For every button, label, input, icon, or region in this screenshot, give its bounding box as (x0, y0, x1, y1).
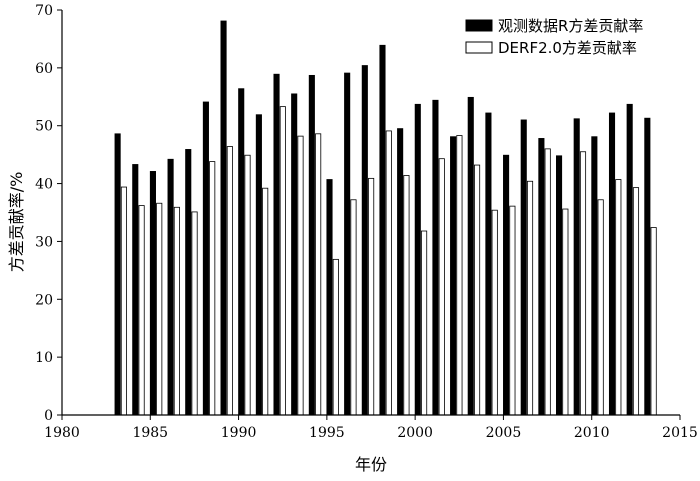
y-ticks: 0 10 20 30 40 50 60 70 (35, 3, 62, 424)
bar-observed-1993 (291, 93, 298, 416)
bar-derf-2008 (562, 208, 569, 416)
bar-observed-1994 (308, 74, 315, 416)
bar-observed-2010 (591, 136, 598, 416)
y-axis-label: 方差贡献率/% (7, 172, 26, 273)
y-tick-label-20: 20 (35, 292, 53, 308)
bar-observed-2000 (414, 103, 421, 416)
bar-observed-1996 (344, 72, 351, 416)
bar-observed-2005 (503, 154, 510, 416)
bar-derf-1989 (226, 146, 233, 416)
bar-derf-1987 (191, 211, 198, 416)
bar-observed-1987 (185, 149, 192, 416)
bar-observed-2013 (644, 117, 651, 416)
bar-observed-2003 (467, 96, 474, 416)
bar-observed-2012 (626, 103, 633, 416)
y-tick-label-70: 70 (35, 3, 53, 19)
bar-derf-2003 (474, 164, 481, 416)
bar-observed-1985 (149, 171, 156, 416)
bar-derf-2002 (456, 135, 463, 416)
bar-derf-2001 (438, 158, 445, 416)
bar-observed-1995 (326, 179, 333, 416)
bar-observed-1989 (220, 20, 227, 416)
bars (114, 20, 657, 416)
y-tick-label-60: 60 (35, 61, 53, 77)
bar-observed-1992 (273, 73, 280, 416)
bar-observed-1986 (167, 158, 174, 416)
bar-derf-2013 (650, 227, 657, 416)
y-tick-label-0: 0 (44, 408, 53, 424)
y-tick-label-30: 30 (35, 234, 53, 250)
x-tick-label-1985: 1985 (132, 425, 168, 441)
bar-derf-1990 (244, 154, 251, 416)
bar-derf-2004 (491, 209, 498, 416)
bar-observed-2011 (608, 112, 616, 416)
x-tick-label-1990: 1990 (221, 425, 257, 441)
legend-label-observed: 观测数据R方差贡献率 (498, 17, 643, 35)
bar-observed-2008 (556, 155, 563, 416)
bar-derf-2005 (509, 205, 516, 416)
legend: 观测数据R方差贡献率 DERF2.0方差贡献率 (465, 17, 643, 57)
bar-derf-1997 (368, 177, 375, 416)
bar-observed-1998 (379, 44, 386, 416)
bar-derf-2009 (579, 151, 587, 416)
x-axis-label: 年份 (355, 455, 387, 474)
bar-observed-2007 (538, 138, 545, 416)
bar-observed-1990 (238, 88, 245, 416)
bar-derf-2000 (421, 230, 428, 416)
bar-derf-2006 (526, 180, 534, 416)
legend-swatch-observed (465, 19, 493, 32)
y-tick-label-50: 50 (35, 119, 53, 135)
axes (61, 10, 680, 416)
bar-derf-1993 (297, 135, 304, 416)
bar-derf-1998 (385, 130, 392, 416)
bar-derf-2007 (544, 148, 551, 416)
bar-observed-1984 (132, 164, 139, 416)
legend-label-derf: DERF2.0方差贡献率 (498, 39, 637, 57)
y-tick-label-40: 40 (35, 177, 53, 193)
x-tick-label-2005: 2005 (486, 425, 522, 441)
bar-derf-1985 (156, 202, 163, 416)
bar-derf-1996 (350, 199, 357, 416)
bar-derf-1986 (173, 206, 180, 416)
y-tick-label-10: 10 (35, 350, 53, 366)
x-tick-label-1995: 1995 (309, 425, 345, 441)
x-tick-label-2000: 2000 (397, 425, 433, 441)
bar-derf-2012 (632, 187, 640, 416)
x-tick-label-2010: 2010 (574, 425, 610, 441)
bar-observed-2009 (573, 118, 580, 416)
bar-observed-2006 (520, 119, 527, 416)
bar-derf-2010 (597, 199, 604, 416)
x-tick-label-2015: 2015 (662, 425, 698, 441)
bar-observed-2001 (432, 99, 439, 416)
bar-derf-1991 (262, 187, 269, 416)
bar-derf-1992 (279, 106, 286, 416)
bar-observed-2002 (450, 136, 457, 416)
bar-observed-1983 (114, 133, 121, 416)
bar-derf-1999 (403, 175, 410, 416)
bar-observed-1991 (255, 114, 262, 416)
bar-derf-1995 (332, 258, 339, 416)
bar-derf-1983 (120, 186, 127, 416)
x-tick-label-1980: 1980 (44, 425, 80, 441)
bar-observed-1999 (397, 128, 404, 416)
x-ticks: 1980 1985 1990 1995 2000 2005 2010 2015 (44, 415, 698, 441)
bar-derf-1984 (138, 205, 145, 416)
bar-derf-1994 (315, 133, 322, 416)
bar-observed-1997 (361, 65, 368, 416)
bar-observed-1988 (202, 101, 209, 416)
bar-derf-1988 (209, 161, 216, 416)
bar-observed-2004 (485, 112, 492, 416)
legend-swatch-derf (465, 41, 493, 54)
bar-derf-2011 (615, 179, 622, 416)
